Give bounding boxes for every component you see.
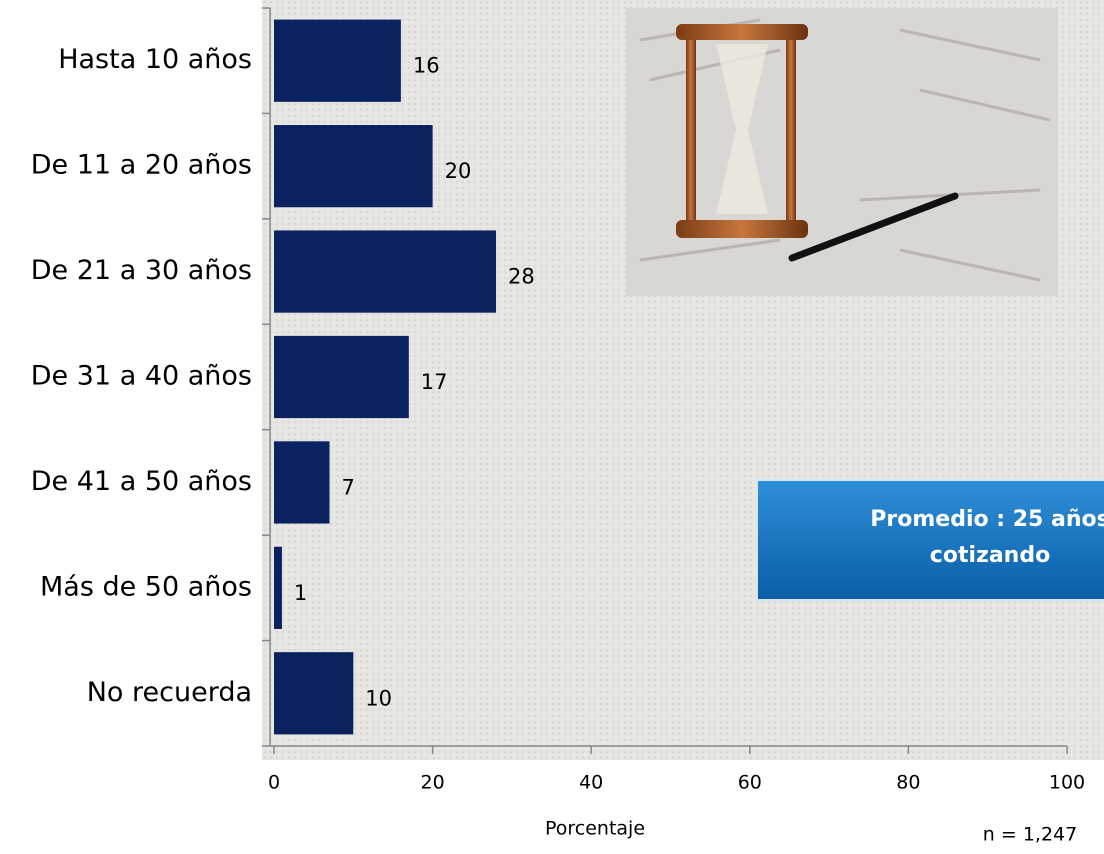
bar	[274, 19, 401, 102]
note: n = 1,247	[983, 824, 1077, 846]
y-tick-label: De 11 a 20 años	[31, 150, 252, 181]
data-label: 1	[294, 581, 307, 605]
y-tick-label: Más de 50 años	[40, 571, 252, 602]
callout: Promedio : 25 años cotizando	[756, 479, 1104, 601]
data-label: 16	[413, 54, 440, 78]
callout-text: cotizando	[930, 543, 1050, 568]
x-tick-label: 20	[421, 772, 445, 794]
y-tick-label: De 41 a 50 años	[31, 466, 252, 497]
y-tick-label: No recuerda	[87, 677, 252, 708]
y-tick-label: De 21 a 30 años	[31, 255, 252, 286]
x-tick-label: 100	[1049, 772, 1085, 794]
data-label: 10	[365, 686, 392, 710]
data-label: 17	[421, 370, 448, 394]
data-label: 28	[508, 265, 535, 289]
x-tick-label: 60	[738, 772, 762, 794]
x-tick-label: 40	[579, 772, 603, 794]
bar	[274, 652, 354, 735]
bar	[274, 125, 433, 208]
y-tick-label: De 31 a 40 años	[31, 361, 252, 392]
y-tick-label: Hasta 10 años	[58, 44, 252, 75]
callout-text: Promedio : 25 años	[870, 507, 1104, 532]
bar	[274, 230, 497, 313]
x-tick-label: 0	[268, 772, 280, 794]
photo	[626, 8, 1058, 296]
x-axis-label: Porcentaje	[545, 818, 645, 840]
bar	[274, 441, 330, 524]
bar	[274, 335, 409, 419]
x-tick-label: 80	[896, 772, 920, 794]
data-label: 20	[445, 159, 472, 183]
data-label: 7	[342, 475, 355, 499]
bar	[274, 546, 282, 629]
